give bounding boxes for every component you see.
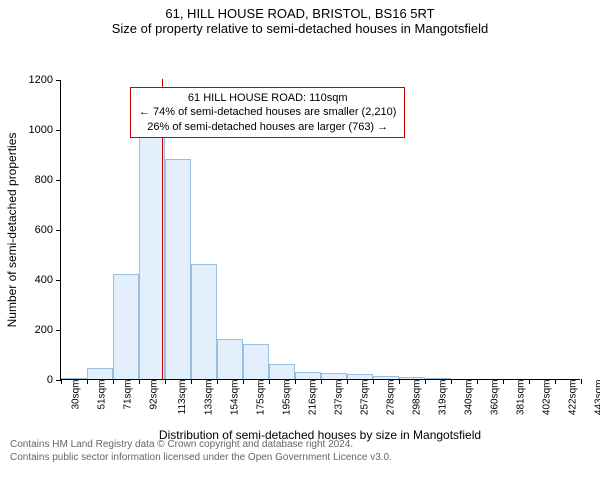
histogram-bar: [217, 339, 243, 379]
x-tick-mark: [399, 379, 400, 384]
title-main: 61, HILL HOUSE ROAD, BRISTOL, BS16 5RT: [0, 0, 600, 21]
callout-box: 61 HILL HOUSE ROAD: 110sqm ← 74% of semi…: [130, 87, 405, 138]
x-tick-label: 443sqm: [593, 380, 600, 416]
x-tick-label: 298sqm: [411, 380, 422, 416]
x-tick-mark: [139, 379, 140, 384]
histogram-bar: [243, 344, 269, 379]
x-tick-mark: [269, 379, 270, 384]
x-tick-mark: [503, 379, 504, 384]
x-tick-mark: [243, 379, 244, 384]
x-tick-label: 278sqm: [385, 380, 396, 416]
x-tick-mark: [581, 379, 582, 384]
x-tick-label: 113sqm: [177, 380, 188, 415]
histogram-bar: [191, 264, 217, 379]
x-tick-label: 51sqm: [97, 380, 108, 410]
x-tick-label: 381sqm: [515, 380, 526, 416]
y-tick-label: 1200: [29, 74, 61, 86]
x-tick-mark: [191, 379, 192, 384]
x-tick-label: 360sqm: [489, 380, 500, 416]
x-axis-label: Distribution of semi-detached houses by …: [60, 428, 580, 442]
histogram-bar: [139, 129, 165, 379]
y-tick-label: 1000: [29, 124, 61, 136]
x-tick-label: 216sqm: [307, 380, 318, 416]
histogram-bar: [87, 368, 113, 379]
x-tick-label: 30sqm: [71, 380, 82, 410]
histogram-bar: [269, 364, 295, 379]
histogram-bar: [113, 274, 139, 379]
x-tick-mark: [321, 379, 322, 384]
x-tick-label: 133sqm: [203, 380, 214, 416]
x-tick-mark: [555, 379, 556, 384]
x-tick-mark: [373, 379, 374, 384]
y-tick-label: 0: [47, 374, 61, 386]
y-axis-label: Number of semi-detached properties: [5, 133, 19, 328]
x-tick-label: 154sqm: [229, 380, 240, 416]
x-tick-label: 319sqm: [437, 380, 448, 416]
y-tick-label: 600: [35, 224, 61, 236]
x-tick-label: 340sqm: [463, 380, 474, 416]
x-tick-label: 422sqm: [567, 380, 578, 416]
x-tick-label: 175sqm: [255, 380, 266, 416]
x-tick-mark: [529, 379, 530, 384]
x-tick-label: 71sqm: [123, 380, 134, 410]
x-tick-mark: [217, 379, 218, 384]
title-sub: Size of property relative to semi-detach…: [0, 21, 600, 42]
x-tick-mark: [61, 379, 62, 384]
y-tick-label: 400: [35, 274, 61, 286]
x-tick-mark: [425, 379, 426, 384]
x-tick-label: 402sqm: [541, 380, 552, 416]
x-tick-mark: [113, 379, 114, 384]
y-tick-label: 200: [35, 324, 61, 336]
chart-container: 0 200 400 600 800 1000 1200 30sqm 51sqm 71sqm 92sq…: [0, 42, 600, 432]
callout-line1: 61 HILL HOUSE ROAD: 110sqm: [139, 91, 396, 105]
x-tick-mark: [87, 379, 88, 384]
histogram-bar: [295, 372, 321, 380]
x-tick-mark: [347, 379, 348, 384]
x-tick-label: 257sqm: [359, 380, 370, 416]
footer-line2: Contains public sector information licen…: [10, 451, 600, 464]
callout-line3: 26% of semi-detached houses are larger (…: [139, 120, 396, 134]
x-tick-mark: [295, 379, 296, 384]
callout-line2: ← 74% of semi-detached houses are smalle…: [139, 105, 396, 119]
histogram-bar: [165, 159, 191, 379]
x-tick-label: 237sqm: [333, 380, 344, 416]
histogram-bar: [321, 373, 347, 379]
x-tick-label: 195sqm: [281, 380, 292, 416]
histogram-bar: [347, 374, 373, 379]
x-tick-label: 92sqm: [149, 380, 160, 410]
y-tick-label: 800: [35, 174, 61, 186]
x-tick-mark: [451, 379, 452, 384]
x-tick-mark: [165, 379, 166, 384]
x-tick-mark: [477, 379, 478, 384]
